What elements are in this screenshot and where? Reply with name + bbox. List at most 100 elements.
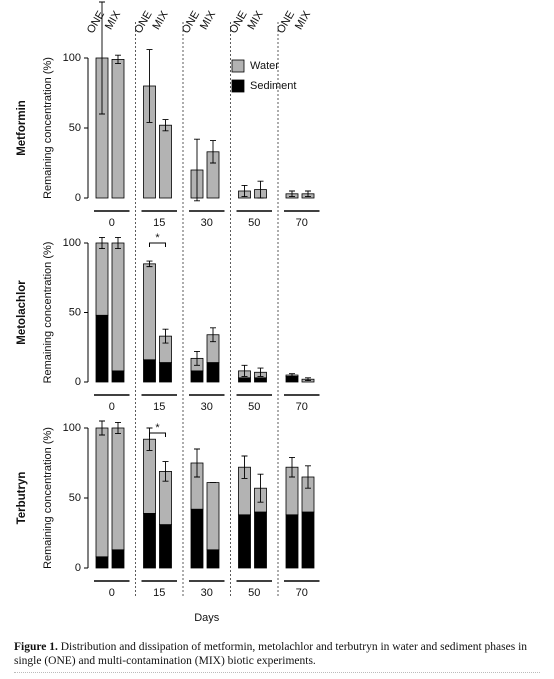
bar-segment	[111, 427, 125, 551]
group-label: MIX	[103, 8, 124, 32]
x-tick-label: 50	[248, 587, 260, 599]
bar-segment	[143, 513, 156, 569]
x-tick-label: 0	[109, 401, 115, 413]
error-bar	[210, 140, 216, 164]
bar-segment	[206, 549, 220, 569]
group-label: MIX	[293, 8, 314, 32]
error-bar	[115, 236, 121, 250]
y-tick-label: 100	[63, 52, 81, 64]
bar-segment	[301, 511, 315, 569]
error-bar	[162, 461, 169, 482]
group-label: MIX	[198, 8, 219, 32]
y-axis-label: Remaining concentration (%)	[42, 57, 54, 199]
bar-segment	[285, 514, 299, 569]
y-axis-label: Remaining concentration (%)	[42, 242, 54, 384]
bar-segment	[95, 556, 109, 569]
error-bar	[305, 190, 311, 198]
error-bar	[99, 420, 105, 436]
x-tick-label: 70	[296, 217, 308, 229]
error-bar	[146, 260, 153, 268]
bar-segment	[190, 508, 204, 569]
error-bar	[305, 377, 311, 382]
x-tick-label: 50	[248, 401, 260, 413]
bar-segment	[238, 514, 251, 569]
error-bar	[289, 190, 295, 198]
x-axis-label: Days	[194, 612, 220, 624]
y-tick-label: 50	[69, 492, 81, 504]
caption: Figure 1. Distribution and dissipation o…	[14, 640, 540, 668]
bar-segment	[206, 482, 220, 551]
y-tick-label: 0	[75, 192, 81, 204]
bar-segment	[159, 362, 172, 383]
error-bar	[257, 473, 264, 503]
y-tick-label: 0	[75, 562, 81, 574]
panel-title: Terbutryn	[16, 472, 28, 525]
error-bar	[194, 350, 200, 366]
bar-segment	[143, 359, 156, 383]
error-bar	[115, 421, 121, 435]
bar-segment	[95, 427, 109, 558]
group-label: ONE	[85, 9, 107, 36]
x-tick-label: 70	[296, 587, 308, 599]
bar-segment	[254, 377, 267, 383]
error-bar	[194, 138, 200, 202]
legend-label: Sediment	[250, 80, 296, 92]
error-bar	[289, 456, 295, 478]
error-bar	[241, 184, 248, 198]
bar-segment	[111, 242, 125, 372]
rule	[14, 672, 540, 673]
legend-swatch	[231, 59, 245, 73]
error-bar	[99, 236, 105, 250]
error-bar	[305, 465, 311, 489]
y-tick-label: 50	[69, 122, 81, 134]
error-bar	[146, 49, 153, 123]
x-tick-label: 15	[153, 587, 165, 599]
legend-swatch	[231, 79, 245, 93]
x-tick-label: 50	[248, 217, 260, 229]
x-tick-label: 15	[153, 401, 165, 413]
bar-segment	[190, 370, 204, 383]
bar-segment	[111, 549, 125, 569]
significance-label: *	[155, 232, 160, 244]
error-bar	[146, 427, 153, 451]
x-tick-label: 30	[201, 401, 213, 413]
error-bar	[241, 455, 248, 479]
error-bar	[210, 327, 216, 343]
error-bar	[257, 180, 264, 199]
bar-segment	[206, 362, 220, 383]
significance-label: *	[155, 422, 160, 434]
group-label: MIX	[150, 8, 171, 32]
error-bar	[99, 1, 105, 115]
bar-segment	[143, 263, 156, 361]
error-bar	[289, 373, 295, 377]
x-tick-label: 30	[201, 587, 213, 599]
bar-segment	[238, 377, 251, 383]
error-bar	[162, 328, 169, 344]
significance-bracket	[149, 242, 166, 247]
bar-segment	[159, 524, 172, 569]
bar-segment	[95, 242, 109, 316]
bar-segment	[111, 370, 125, 383]
x-tick-label: 0	[109, 217, 115, 229]
bar-segment	[254, 511, 267, 569]
legend-label: Water	[250, 60, 279, 72]
y-tick-label: 100	[63, 422, 81, 434]
bar-segment	[159, 124, 172, 199]
error-bar	[162, 119, 169, 132]
significance-bracket	[149, 432, 166, 437]
caption-label: Figure 1.	[14, 641, 58, 653]
error-bar	[194, 448, 200, 478]
error-bar	[257, 367, 264, 377]
x-tick-label: 15	[153, 217, 165, 229]
y-tick-label: 50	[69, 306, 81, 318]
x-tick-label: 30	[201, 217, 213, 229]
y-tick-label: 100	[63, 237, 81, 249]
y-tick-label: 0	[75, 376, 81, 388]
error-bar	[241, 364, 248, 377]
bar-segment	[111, 59, 125, 199]
y-axis-label: Remaining concentration (%)	[42, 427, 54, 569]
panel-title: Metformin	[16, 100, 28, 156]
error-bar	[115, 54, 121, 65]
